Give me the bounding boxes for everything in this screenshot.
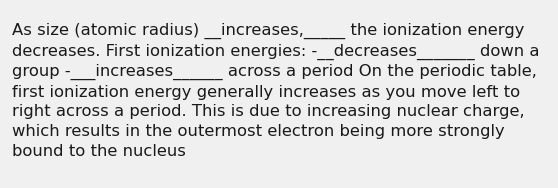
Text: As size (atomic radius) __increases,_____ the ionization energy
decreases. First: As size (atomic radius) __increases,____… (12, 23, 540, 158)
